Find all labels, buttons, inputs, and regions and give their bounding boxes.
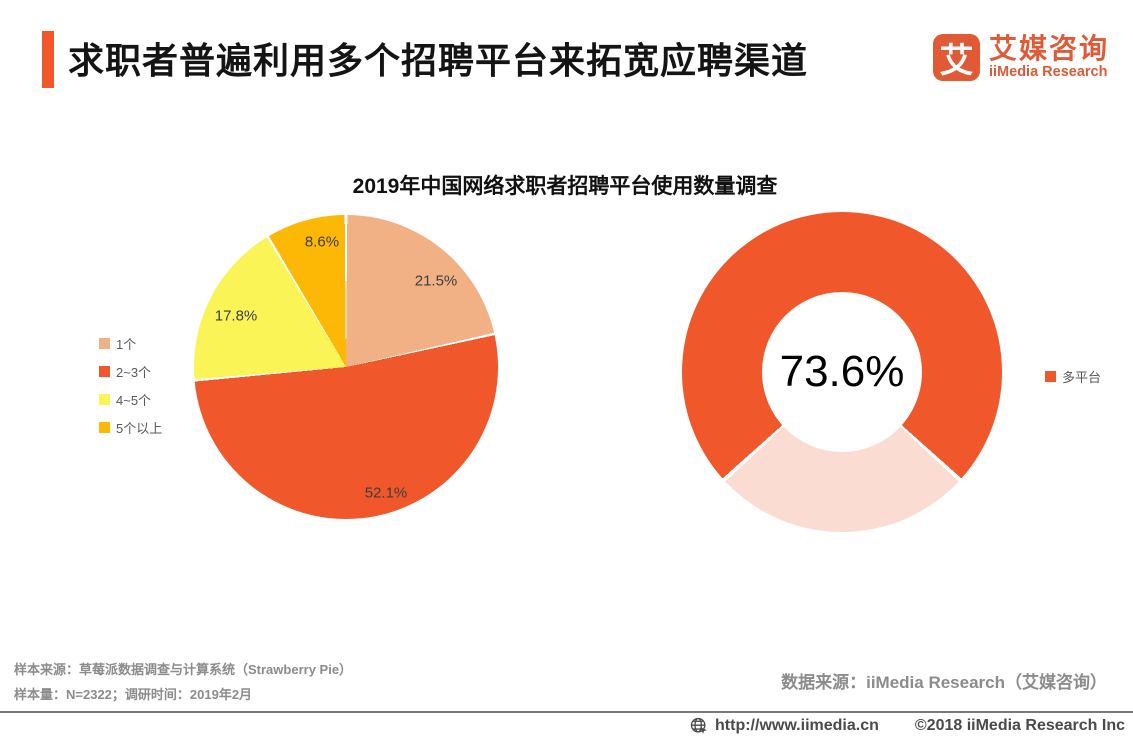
pie-slice-label: 52.1% xyxy=(364,484,408,502)
legend-swatch-icon xyxy=(99,421,110,433)
legend-label: 4~5个 xyxy=(116,392,152,408)
legend-swatch-icon xyxy=(99,393,110,405)
data-source-note: 数据来源：iiMedia Research（艾媒咨询） xyxy=(781,673,1107,692)
donut-hole xyxy=(762,292,922,452)
legend-item: 4~5个 xyxy=(99,385,162,413)
pie-slice-label: 8.6% xyxy=(304,233,340,251)
title-accent-bar xyxy=(42,31,54,88)
legend-item: 1个 xyxy=(99,329,162,357)
globe-icon xyxy=(689,716,709,736)
pie-slice-label: 21.5% xyxy=(414,272,458,290)
legend-label: 5个以上 xyxy=(116,420,163,436)
logo-name-cn: 艾媒咨询 xyxy=(989,33,1110,64)
legend-item: 2~3个 xyxy=(99,357,162,385)
chart-title: 2019年中国网络求职者招聘平台使用数量调查 xyxy=(352,175,778,198)
legend-label: 多平台 xyxy=(1062,369,1102,385)
legend-item: 多平台 xyxy=(1045,362,1101,390)
iimedia-logo: 艾 艾媒咨询 iiMedia Research xyxy=(933,34,1109,81)
footer-divider xyxy=(0,711,1133,713)
page-title: 求职者普遍利用多个招聘平台来拓宽应聘渠道 xyxy=(68,40,809,81)
logo-icon: 艾 xyxy=(933,34,980,81)
logo-name-en: iiMedia Research xyxy=(989,64,1108,80)
legend-swatch-icon xyxy=(99,365,110,377)
sample-size-note: 样本量：N=2322；调研时间：2019年2月 xyxy=(14,687,253,702)
footer-copyright: ©2018 iiMedia Research Inc xyxy=(914,717,1125,734)
donut-chart xyxy=(682,212,1002,532)
legend-swatch-icon xyxy=(1045,370,1056,382)
pie-slice-label: 17.8% xyxy=(214,307,258,325)
legend-label: 1个 xyxy=(116,336,137,352)
pie-legend: 1个 2~3个 4~5个 5个以上 xyxy=(99,329,162,441)
donut-legend: 多平台 xyxy=(1045,362,1101,390)
logo-text: 艾媒咨询 iiMedia Research xyxy=(989,34,1109,81)
legend-item: 5个以上 xyxy=(99,413,162,441)
legend-swatch-icon xyxy=(99,337,110,349)
pie-chart xyxy=(194,215,498,519)
legend-label: 2~3个 xyxy=(116,364,152,380)
footer: http://www.iimedia.cn ©2018 iiMedia Rese… xyxy=(689,716,1125,736)
sample-source-note: 样本来源：草莓派数据调查与计算系统（Strawberry Pie） xyxy=(14,662,353,677)
donut-center-label: 73.6% xyxy=(779,347,905,396)
footer-url: http://www.iimedia.cn xyxy=(715,717,879,734)
